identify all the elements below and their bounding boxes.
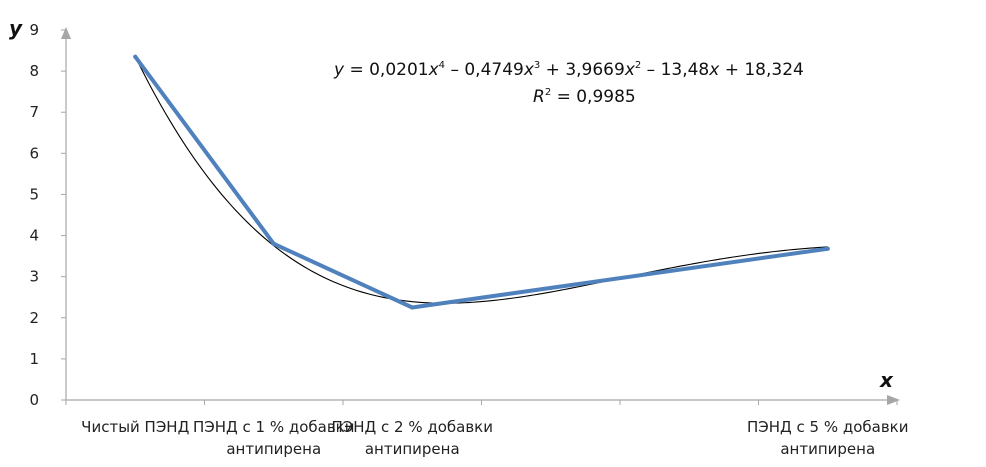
- y-tick-label: 0: [29, 391, 39, 409]
- trendline-curve: [134, 56, 828, 304]
- y-tick-labels: 0 1 2 3 4 5 6 7 8 9: [29, 21, 66, 409]
- x-category-label: ПЭНД с 5 % добавки антипирена: [747, 418, 909, 458]
- trendline-layer: [134, 56, 828, 304]
- series-layer: [133, 54, 830, 310]
- data-point: [271, 241, 276, 246]
- axes: [61, 27, 900, 405]
- x-category-label: ПЭНД с 2 % добавки антипирена: [331, 418, 493, 458]
- y-tick-label: 7: [29, 103, 39, 121]
- r-squared-label: R2 = 0,9985: [533, 87, 636, 107]
- x-category-label: ПЭНД с 1 % добавки антипирена: [193, 418, 355, 458]
- y-tick-label: 4: [29, 227, 39, 245]
- trendline-equation: y = 0,0201x4 – 0,4749x3 + 3,9669x2 – 13,…: [333, 60, 804, 80]
- y-tick-label: 8: [29, 62, 39, 80]
- x-category-labels: Чистый ПЭНД ПЭНД с 1 % добавки антипиренаП…: [65, 400, 909, 458]
- data-point: [133, 54, 138, 59]
- y-tick-label: 6: [29, 144, 39, 162]
- data-point: [825, 246, 830, 251]
- x-axis-title: x: [879, 368, 894, 392]
- y-tick-label: 5: [29, 185, 39, 203]
- series-line: [133, 54, 830, 310]
- y-tick-label: 2: [29, 309, 39, 327]
- y-axis-arrow: [61, 27, 71, 39]
- y-axis-title: y: [9, 16, 23, 40]
- y-tick-label: 3: [29, 268, 39, 286]
- data-point: [410, 305, 415, 310]
- y-tick-label: 1: [29, 350, 39, 368]
- x-axis-arrow: [887, 395, 900, 405]
- x-category-label: Чистый ПЭНД: [81, 418, 189, 436]
- y-tick-label: 9: [29, 21, 39, 39]
